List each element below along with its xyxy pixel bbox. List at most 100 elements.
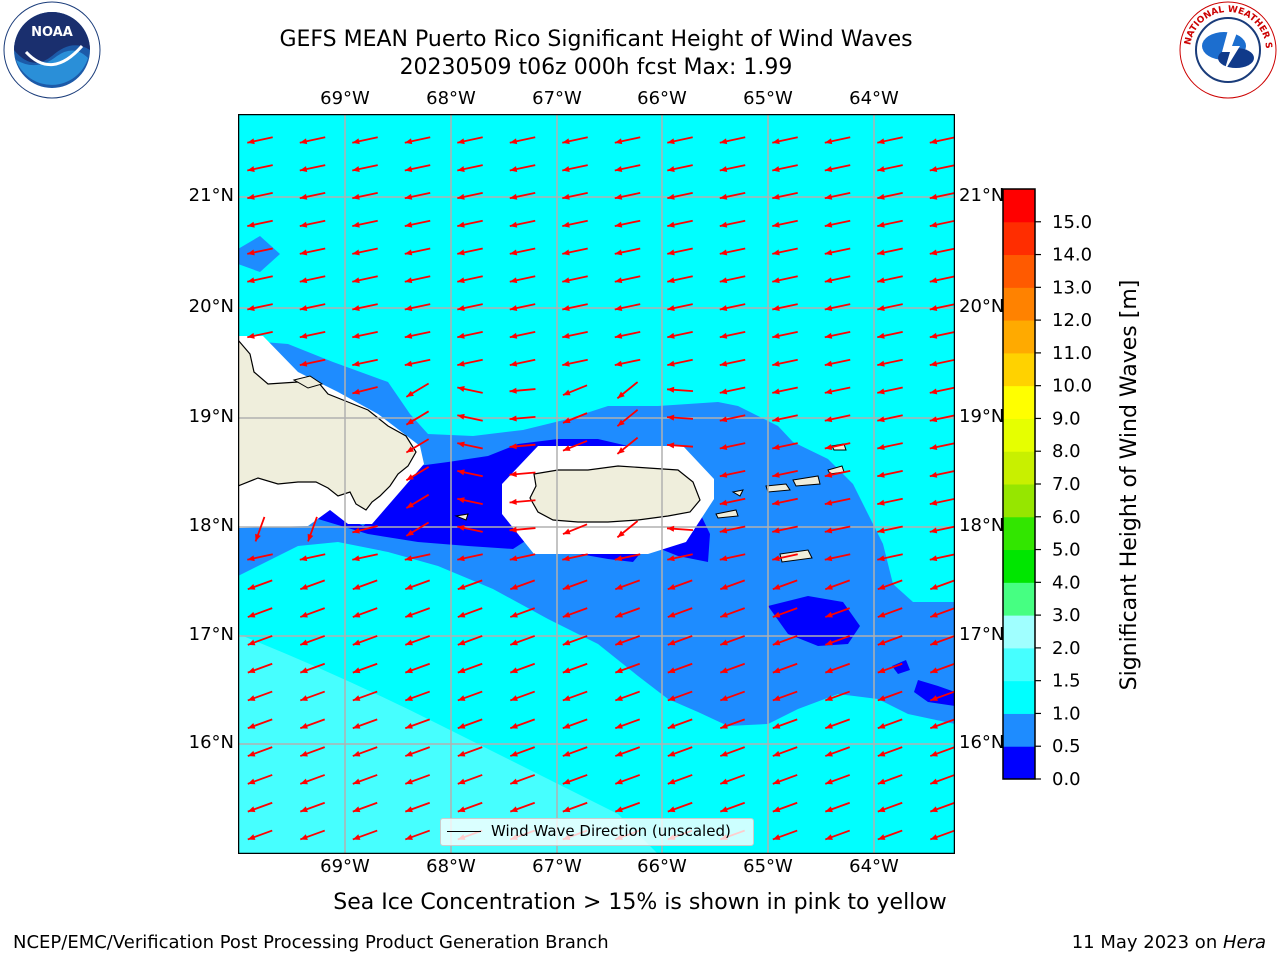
wind-arrow: [877, 497, 903, 506]
lat-label-right: 19°N: [959, 406, 1005, 427]
wind-arrow: [562, 303, 588, 311]
wind-arrow: [457, 774, 483, 785]
wind-arrow: [352, 386, 378, 395]
colorbar-tick-label: 1.0: [1052, 703, 1081, 724]
wind-arrow: [247, 247, 273, 256]
wind-arrow: [824, 635, 851, 646]
wind-arrow: [614, 718, 641, 730]
wind-arrow: [299, 690, 326, 702]
wind-arrow: [929, 136, 955, 145]
wind-arrow: [667, 219, 693, 228]
wind-arrow: [562, 192, 588, 200]
wind-arrow: [404, 829, 431, 841]
wind-arrow: [667, 662, 693, 674]
wind-arrow: [562, 718, 588, 730]
wind-arrow: [404, 801, 431, 813]
wind-arrow: [562, 662, 588, 674]
wind-arrow: [667, 303, 693, 311]
wind-arrow: [457, 136, 483, 145]
wind-arrow: [404, 774, 431, 785]
colorbar-label: Significant Height of Wind Waves [m]: [1117, 279, 1142, 691]
wind-arrow: [247, 553, 273, 562]
lat-label-left: 18°N: [188, 515, 234, 536]
wind-arrow: [667, 275, 693, 284]
wind-arrow: [404, 358, 431, 367]
wind-arrow: [404, 303, 431, 311]
wind-arrow: [509, 471, 536, 478]
wind-arrow: [929, 662, 955, 674]
wind-arrow: [509, 746, 536, 757]
wind-arrow: [719, 164, 746, 172]
wind-arrow: [929, 718, 955, 730]
wind-arrow: [509, 443, 536, 450]
colorbar-tick-label: 1.5: [1052, 671, 1081, 692]
wind-arrow: [614, 275, 641, 284]
wind-arrow: [614, 192, 641, 200]
lat-label-left: 21°N: [188, 185, 234, 206]
colorbar-tick-label: 4.0: [1052, 572, 1081, 593]
wind-arrow: [299, 579, 326, 591]
wind-arrow: [562, 136, 588, 145]
lon-label-top: 68°W: [426, 88, 476, 109]
wind-arrow: [247, 164, 273, 172]
wind-arrow: [772, 275, 798, 284]
wind-arrow: [877, 801, 903, 813]
wind-arrow: [929, 303, 955, 311]
wind-arrow: [824, 303, 851, 311]
wind-arrow: [929, 607, 955, 618]
island-virgin-1: [731, 489, 744, 497]
colorbar-tick-label: 0.5: [1052, 736, 1081, 757]
wind-arrow: [824, 607, 851, 618]
wind-arrow: [614, 219, 641, 228]
wind-arrow: [562, 801, 588, 813]
wind-arrow: [719, 718, 746, 730]
wind-arrow: [247, 635, 273, 646]
wind-arrow: [772, 829, 798, 841]
wind-arrow: [772, 746, 798, 757]
wind-arrow: [824, 192, 851, 200]
colorbar-segment: [1003, 516, 1035, 551]
wind-arrow: [877, 579, 903, 591]
map-panel: [238, 114, 955, 854]
wind-arrow: [877, 358, 903, 367]
wind-arrow: [929, 358, 955, 367]
wind-arrow: [877, 386, 903, 395]
wind-arrow: [352, 525, 378, 534]
colorbar-tick-label: 11.0: [1052, 343, 1092, 364]
wind-arrow: [667, 718, 693, 730]
colorbar-tick-label: 14.0: [1052, 245, 1092, 266]
wind-arrow: [772, 662, 798, 674]
wind-arrow: [562, 774, 588, 785]
wind-arrow: [457, 247, 483, 256]
colorbar-segment: [1003, 320, 1035, 354]
wind-arrow: [877, 553, 903, 562]
map-title: GEFS MEAN Puerto Rico Significant Height…: [279, 27, 913, 52]
wind-arrow: [877, 442, 903, 450]
wind-arrow: [457, 164, 483, 172]
wind-arrow: [562, 219, 588, 228]
wind-arrow: [614, 662, 641, 674]
colorbar-tick-label: 2.0: [1052, 638, 1081, 659]
wind-arrow: [457, 275, 483, 284]
map-canvas: [238, 114, 955, 854]
lon-label-top: 69°W: [320, 88, 370, 109]
wind-arrow: [824, 553, 851, 562]
wind-arrow: [719, 275, 746, 284]
wind-arrow: [877, 275, 903, 284]
wind-arrow: [614, 607, 641, 618]
wind-arrow: [457, 358, 483, 367]
wind-arrow: [299, 801, 326, 813]
colorbar-segment: [1003, 582, 1035, 616]
wind-arrow: [457, 746, 483, 757]
colorbar-tick-label: 12.0: [1052, 310, 1092, 331]
wind-arrow: [509, 303, 536, 311]
wind-arrow: [352, 662, 378, 674]
wind-arrow: [404, 275, 431, 284]
wind-arrow: [772, 525, 798, 534]
lon-label-bottom: 68°W: [426, 856, 476, 877]
wind-arrow: [772, 414, 798, 423]
colorbar-segment: [1003, 254, 1035, 288]
wind-arrow: [457, 386, 483, 394]
wind-arrow: [667, 358, 693, 367]
wind-arrow: [457, 303, 483, 311]
